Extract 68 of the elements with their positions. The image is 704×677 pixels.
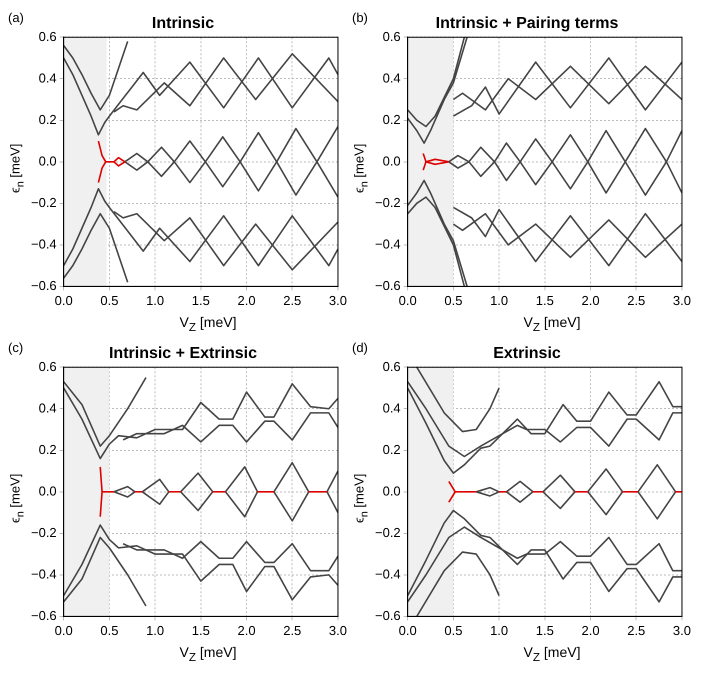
y-tick-label: −0.6 bbox=[30, 608, 57, 623]
x-tick-label: 1.5 bbox=[536, 292, 554, 308]
y-tick-label: −0.2 bbox=[374, 194, 401, 210]
y-tick-label: −0.2 bbox=[30, 524, 57, 540]
x-tick-label: 3.0 bbox=[328, 622, 348, 638]
text: (d) bbox=[352, 340, 368, 355]
chart-title: Intrinsic bbox=[152, 15, 214, 32]
y-tick-label: 0.6 bbox=[382, 358, 401, 374]
chart-title: Intrinsic + Pairing terms bbox=[436, 15, 618, 32]
y-tick-label: 0.0 bbox=[382, 483, 401, 498]
y-tick-label: −0.2 bbox=[374, 524, 401, 540]
y-tick-label: 0.2 bbox=[38, 442, 57, 457]
x-tick-label: 0.5 bbox=[100, 622, 118, 638]
x-tick-label: 3.0 bbox=[328, 292, 348, 308]
x-tick-label: 3.0 bbox=[672, 622, 692, 638]
x-tick-label: 0.0 bbox=[54, 292, 73, 308]
y-tick-label: 0.0 bbox=[382, 153, 401, 168]
y-tick-label: 0.6 bbox=[382, 28, 401, 44]
y-tick-label: 0.4 bbox=[38, 400, 57, 416]
y-tick-label: 0.2 bbox=[382, 112, 401, 127]
y-tick-label: −0.4 bbox=[30, 566, 57, 582]
y-tick-label: 0.4 bbox=[38, 70, 57, 86]
x-tick-label: 0.5 bbox=[444, 292, 462, 308]
x-tick-label: 0.5 bbox=[100, 292, 118, 308]
y-tick-label: −0.6 bbox=[374, 608, 401, 623]
y-tick-label: 0.2 bbox=[38, 112, 57, 127]
y-tick-label: 0.0 bbox=[38, 153, 57, 168]
x-tick-label: 2.5 bbox=[283, 622, 302, 638]
x-tick-label: 2.5 bbox=[627, 622, 646, 638]
y-tick-label: 0.4 bbox=[382, 400, 401, 416]
x-tick-label: 0.0 bbox=[54, 622, 73, 638]
x-tick-label: 1.5 bbox=[536, 622, 554, 638]
text: (a) bbox=[8, 10, 24, 25]
y-tick-label: −0.2 bbox=[30, 194, 57, 210]
y-tick-label: −0.4 bbox=[30, 236, 57, 252]
y-tick-label: −0.4 bbox=[374, 566, 401, 582]
x-axis-title: V$_{Z}$ [meV] bbox=[178, 644, 238, 664]
y-tick-label: −0.6 bbox=[374, 278, 401, 293]
chart-title: Intrinsic + Extrinsic bbox=[108, 345, 258, 362]
x-tick-label: 1.5 bbox=[192, 622, 210, 638]
x-tick-label: 2.0 bbox=[581, 622, 600, 638]
chart-title: Extrinsic bbox=[493, 345, 561, 362]
x-tick-label: 2.0 bbox=[581, 292, 600, 308]
x-tick-label: 3.0 bbox=[672, 292, 692, 308]
y-tick-label: 0.0 bbox=[38, 483, 57, 498]
x-tick-label: 2.0 bbox=[237, 292, 256, 308]
x-tick-label: 1.0 bbox=[490, 622, 508, 638]
x-tick-label: 1.0 bbox=[146, 292, 164, 308]
x-tick-label: 1.0 bbox=[146, 622, 164, 638]
x-axis-title: V$_{Z}$ [meV] bbox=[522, 314, 582, 334]
x-tick-label: 2.5 bbox=[627, 292, 646, 308]
y-tick-label: 0.4 bbox=[382, 70, 401, 86]
x-tick-label: 0.0 bbox=[398, 622, 417, 638]
text: (c) bbox=[8, 340, 24, 355]
x-tick-label: 2.5 bbox=[283, 292, 302, 308]
text: (b) bbox=[352, 10, 368, 25]
x-tick-label: 0.0 bbox=[398, 292, 417, 308]
x-tick-label: 2.0 bbox=[237, 622, 256, 638]
y-tick-label: 0.6 bbox=[38, 358, 57, 374]
x-axis-title: V$_{Z}$ [meV] bbox=[522, 644, 582, 664]
x-tick-label: 1.0 bbox=[490, 292, 508, 308]
x-tick-label: 1.5 bbox=[192, 292, 210, 308]
y-tick-label: −0.6 bbox=[30, 278, 57, 293]
y-tick-label: 0.6 bbox=[38, 28, 57, 44]
x-tick-label: 0.5 bbox=[444, 622, 462, 638]
y-tick-label: 0.2 bbox=[382, 442, 401, 457]
y-tick-label: −0.4 bbox=[374, 236, 401, 252]
x-axis-title: V$_{Z}$ [meV] bbox=[178, 314, 238, 334]
